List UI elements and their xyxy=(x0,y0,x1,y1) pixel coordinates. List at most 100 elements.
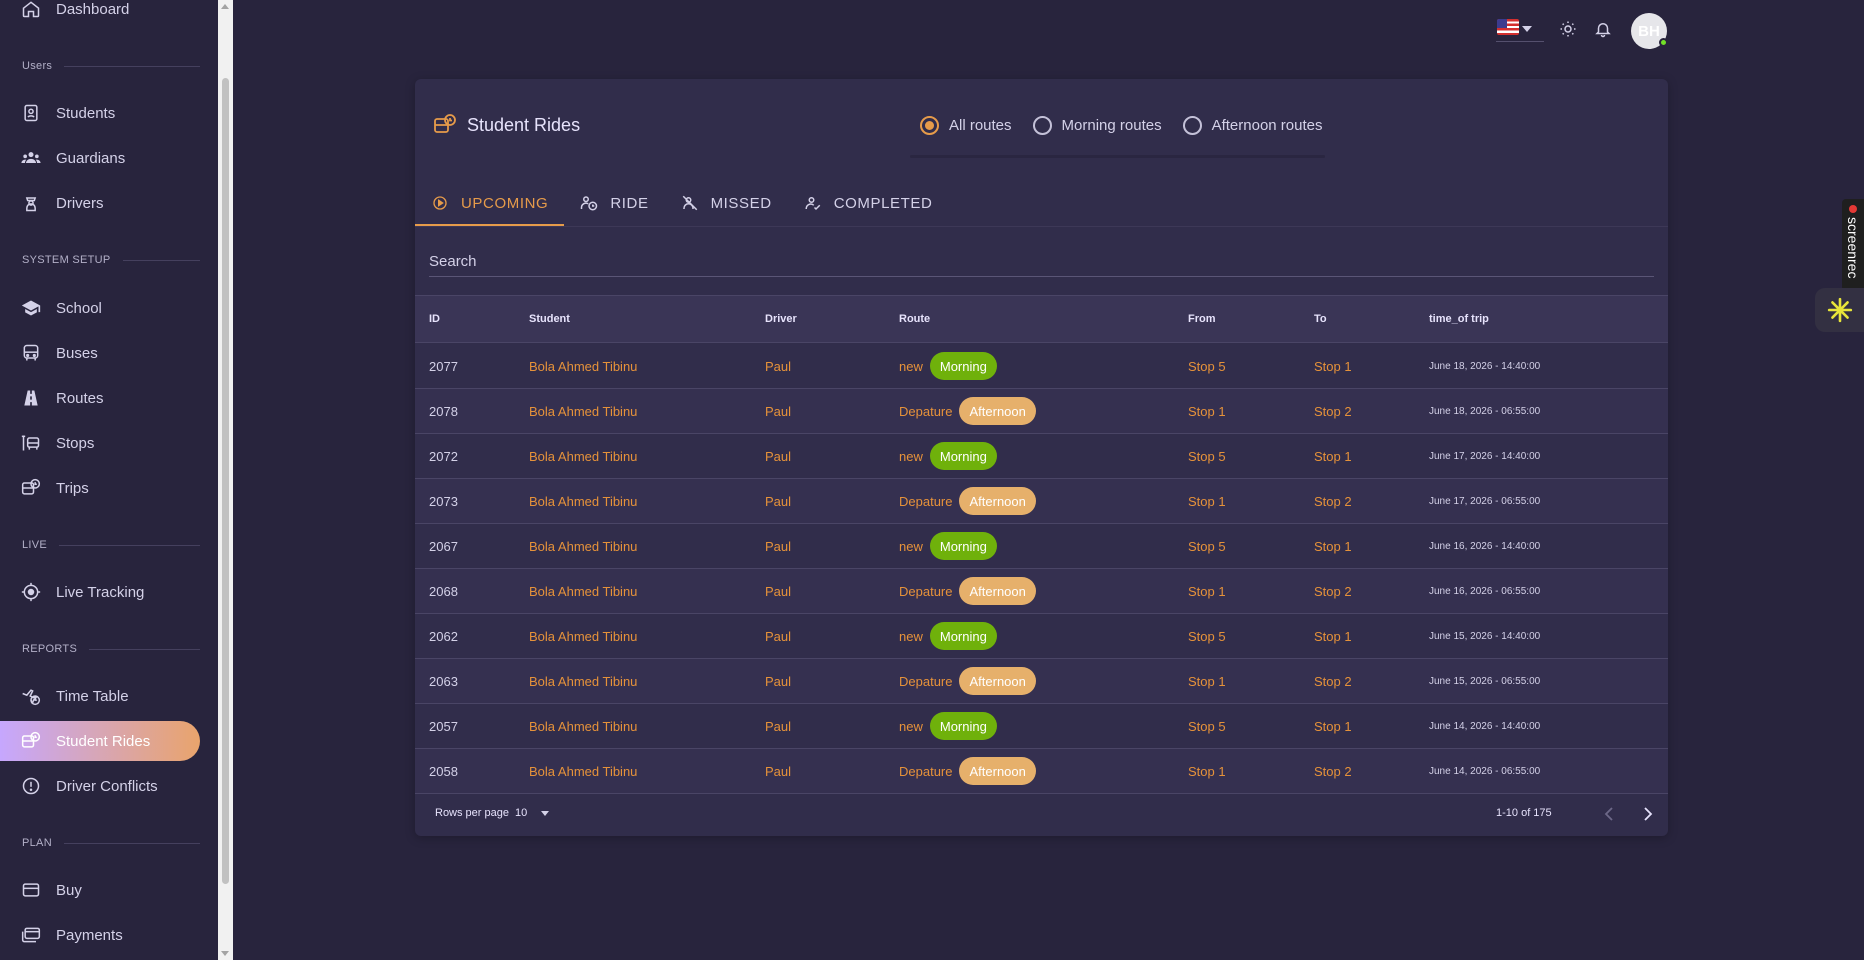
cell-student[interactable]: Bola Ahmed Tibinu xyxy=(529,448,638,464)
cell-from[interactable]: Stop 1 xyxy=(1188,493,1226,509)
sidebar-item-student-rides[interactable]: Student Rides xyxy=(0,721,200,761)
scroll-up-arrow[interactable] xyxy=(221,4,229,9)
cell-to[interactable]: Stop 2 xyxy=(1314,763,1352,779)
search-input[interactable]: Search xyxy=(429,247,1654,277)
route-name[interactable]: new xyxy=(899,538,923,554)
route-name[interactable]: new xyxy=(899,628,923,644)
sidebar-item-time-table[interactable]: Time Table xyxy=(0,676,200,716)
cell-to[interactable]: Stop 2 xyxy=(1314,493,1352,509)
table-row[interactable]: 2067 Bola Ahmed Tibinu Paul new Morning S… xyxy=(415,524,1668,569)
table-row[interactable]: 2063 Bola Ahmed Tibinu Paul Depature Afte… xyxy=(415,659,1668,704)
cell-from[interactable]: Stop 5 xyxy=(1188,358,1226,374)
tab-ride[interactable]: RIDE xyxy=(564,180,664,226)
sidebar-item-live-tracking[interactable]: Live Tracking xyxy=(0,572,200,612)
sidebar-item-trips[interactable]: Trips xyxy=(0,468,200,508)
cell-driver[interactable]: Paul xyxy=(765,538,792,554)
cell-driver[interactable]: Paul xyxy=(765,763,792,779)
route-name[interactable]: Depature xyxy=(899,403,953,419)
column-header-student[interactable]: Student xyxy=(529,313,570,325)
cell-from[interactable]: Stop 1 xyxy=(1188,763,1226,779)
chevron-down-icon[interactable] xyxy=(1520,17,1534,41)
cell-driver[interactable]: Paul xyxy=(765,448,792,464)
cell-driver[interactable]: Paul xyxy=(765,493,792,509)
cell-to[interactable]: Stop 1 xyxy=(1314,538,1352,554)
bell-icon[interactable] xyxy=(1591,17,1615,41)
radio-afternoon-routes[interactable]: Afternoon routes xyxy=(1182,116,1323,135)
sidebar-item-guardians[interactable]: Guardians xyxy=(0,138,200,178)
cell-driver[interactable]: Paul xyxy=(765,628,792,644)
cell-to[interactable]: Stop 1 xyxy=(1314,448,1352,464)
cell-to[interactable]: Stop 1 xyxy=(1314,718,1352,734)
sidebar-item-stops[interactable]: Stops xyxy=(0,423,200,463)
cell-from[interactable]: Stop 5 xyxy=(1188,628,1226,644)
route-name[interactable]: Depature xyxy=(899,583,953,599)
cell-to[interactable]: Stop 1 xyxy=(1314,628,1352,644)
column-header-driver[interactable]: Driver xyxy=(765,313,797,325)
cell-from[interactable]: Stop 1 xyxy=(1188,583,1226,599)
route-name[interactable]: new xyxy=(899,718,923,734)
route-name[interactable]: new xyxy=(899,358,923,374)
route-name[interactable]: Depature xyxy=(899,493,953,509)
sidebar-scrollbar[interactable] xyxy=(218,0,233,960)
table-row[interactable]: 2077 Bola Ahmed Tibinu Paul new Morning S… xyxy=(415,344,1668,389)
cell-to[interactable]: Stop 2 xyxy=(1314,583,1352,599)
screenrec-widget[interactable]: screenrec xyxy=(1842,199,1864,291)
cell-driver[interactable]: Paul xyxy=(765,718,792,734)
cell-from[interactable]: Stop 5 xyxy=(1188,718,1226,734)
table-row[interactable]: 2073 Bola Ahmed Tibinu Paul Depature Afte… xyxy=(415,479,1668,524)
table-row[interactable]: 2068 Bola Ahmed Tibinu Paul Depature Afte… xyxy=(415,569,1668,614)
cell-student[interactable]: Bola Ahmed Tibinu xyxy=(529,628,638,644)
sidebar-item-buses[interactable]: Buses xyxy=(0,333,200,373)
sidebar-item-routes[interactable]: Routes xyxy=(0,378,200,418)
cell-from[interactable]: Stop 1 xyxy=(1188,403,1226,419)
column-header-from[interactable]: From xyxy=(1188,313,1216,325)
cell-student[interactable]: Bola Ahmed Tibinu xyxy=(529,583,638,599)
tab-upcoming[interactable]: UPCOMING xyxy=(415,180,565,226)
sidebar-item-driver-conflicts[interactable]: Driver Conflicts xyxy=(0,766,200,806)
column-header-time-of-trip[interactable]: time_of trip xyxy=(1429,313,1489,325)
table-row[interactable]: 2058 Bola Ahmed Tibinu Paul Depature Afte… xyxy=(415,749,1668,794)
rows-per-page-select[interactable]: Rows per page 10 xyxy=(435,807,550,819)
next-page-button[interactable] xyxy=(1636,802,1660,826)
table-row[interactable]: 2062 Bola Ahmed Tibinu Paul new Morning S… xyxy=(415,614,1668,659)
sidebar-item-buy[interactable]: Buy xyxy=(0,870,200,910)
column-header-route[interactable]: Route xyxy=(899,313,931,325)
assistant-bubble[interactable] xyxy=(1815,288,1864,332)
radio-morning-routes[interactable]: Morning routes xyxy=(1032,116,1162,135)
tab-missed[interactable]: MISSED xyxy=(665,180,788,226)
column-header-to[interactable]: To xyxy=(1314,313,1327,325)
cell-student[interactable]: Bola Ahmed Tibinu xyxy=(529,358,638,374)
table-row[interactable]: 2078 Bola Ahmed Tibinu Paul Depature Afte… xyxy=(415,389,1668,434)
sidebar-item-dashboard[interactable]: Dashboard xyxy=(0,0,200,29)
cell-to[interactable]: Stop 2 xyxy=(1314,673,1352,689)
table-row[interactable]: 2072 Bola Ahmed Tibinu Paul new Morning S… xyxy=(415,434,1668,479)
cell-from[interactable]: Stop 1 xyxy=(1188,673,1226,689)
cell-from[interactable]: Stop 5 xyxy=(1188,538,1226,554)
tab-completed[interactable]: COMPLETED xyxy=(788,180,949,226)
cell-to[interactable]: Stop 2 xyxy=(1314,403,1352,419)
sun-icon[interactable] xyxy=(1556,17,1580,41)
cell-from[interactable]: Stop 5 xyxy=(1188,448,1226,464)
cell-driver[interactable]: Paul xyxy=(765,403,792,419)
route-name[interactable]: Depature xyxy=(899,763,953,779)
us-flag-icon[interactable] xyxy=(1497,19,1519,35)
route-name[interactable]: new xyxy=(899,448,923,464)
cell-driver[interactable]: Paul xyxy=(765,358,792,374)
cell-student[interactable]: Bola Ahmed Tibinu xyxy=(529,538,638,554)
sidebar-item-payments[interactable]: Payments xyxy=(0,915,200,955)
sidebar-item-school[interactable]: School xyxy=(0,288,200,328)
cell-student[interactable]: Bola Ahmed Tibinu xyxy=(529,403,638,419)
cell-student[interactable]: Bola Ahmed Tibinu xyxy=(529,493,638,509)
column-header-id[interactable]: ID xyxy=(429,313,440,325)
previous-page-button[interactable] xyxy=(1597,802,1621,826)
table-row[interactable]: 2057 Bola Ahmed Tibinu Paul new Morning S… xyxy=(415,704,1668,749)
route-name[interactable]: Depature xyxy=(899,673,953,689)
scroll-down-arrow[interactable] xyxy=(221,951,229,956)
cell-driver[interactable]: Paul xyxy=(765,673,792,689)
scrollbar-thumb[interactable] xyxy=(222,78,229,884)
cell-to[interactable]: Stop 1 xyxy=(1314,358,1352,374)
cell-student[interactable]: Bola Ahmed Tibinu xyxy=(529,763,638,779)
cell-driver[interactable]: Paul xyxy=(765,583,792,599)
radio-all-routes[interactable]: All routes xyxy=(920,116,1012,135)
sidebar-item-drivers[interactable]: Drivers xyxy=(0,183,200,223)
